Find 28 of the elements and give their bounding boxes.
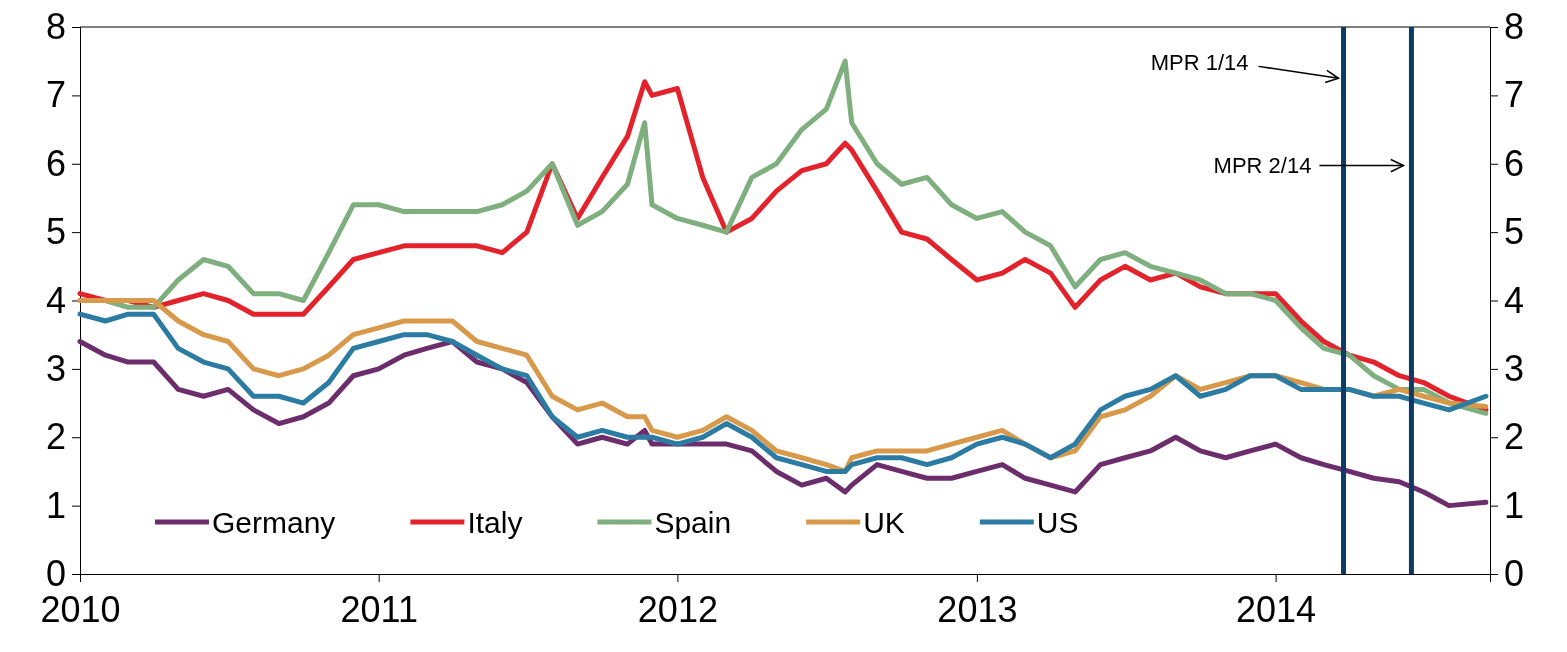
y-tick-label: 1 — [45, 484, 66, 526]
y2-tick-label: 3 — [1504, 347, 1525, 389]
legend-label: UK — [863, 506, 905, 539]
x-tick-label: 2011 — [340, 588, 418, 630]
x-tick-label: 2013 — [937, 588, 1018, 630]
y2-tick-label: 8 — [1504, 6, 1525, 48]
y2-tick-label: 0 — [1504, 553, 1525, 595]
y-tick-label: 6 — [45, 142, 66, 184]
y-tick-label: 4 — [45, 279, 66, 321]
x-tick-label: 2014 — [1236, 588, 1317, 630]
y2-tick-label: 6 — [1504, 142, 1525, 184]
legend-label: Spain — [654, 506, 732, 539]
x-tick-label: 2012 — [637, 588, 718, 630]
y-tick-label: 8 — [45, 6, 66, 48]
y2-tick-label: 2 — [1504, 416, 1525, 458]
y2-tick-label: 7 — [1504, 74, 1525, 116]
ref-line-label: MPR 1/14 — [1150, 49, 1249, 75]
legend-label: Germany — [212, 506, 336, 539]
ref-line-label: MPR 2/14 — [1213, 153, 1312, 179]
y-tick-label: 7 — [45, 74, 66, 116]
y-tick-label: 5 — [45, 211, 66, 253]
legend-label: US — [1036, 506, 1079, 539]
y-tick-label: 2 — [45, 416, 66, 458]
y-tick-label: 3 — [45, 347, 66, 389]
y2-tick-label: 4 — [1504, 279, 1525, 321]
y2-tick-label: 1 — [1504, 484, 1525, 526]
legend-label: Italy — [467, 506, 523, 539]
y2-tick-label: 5 — [1504, 211, 1525, 253]
